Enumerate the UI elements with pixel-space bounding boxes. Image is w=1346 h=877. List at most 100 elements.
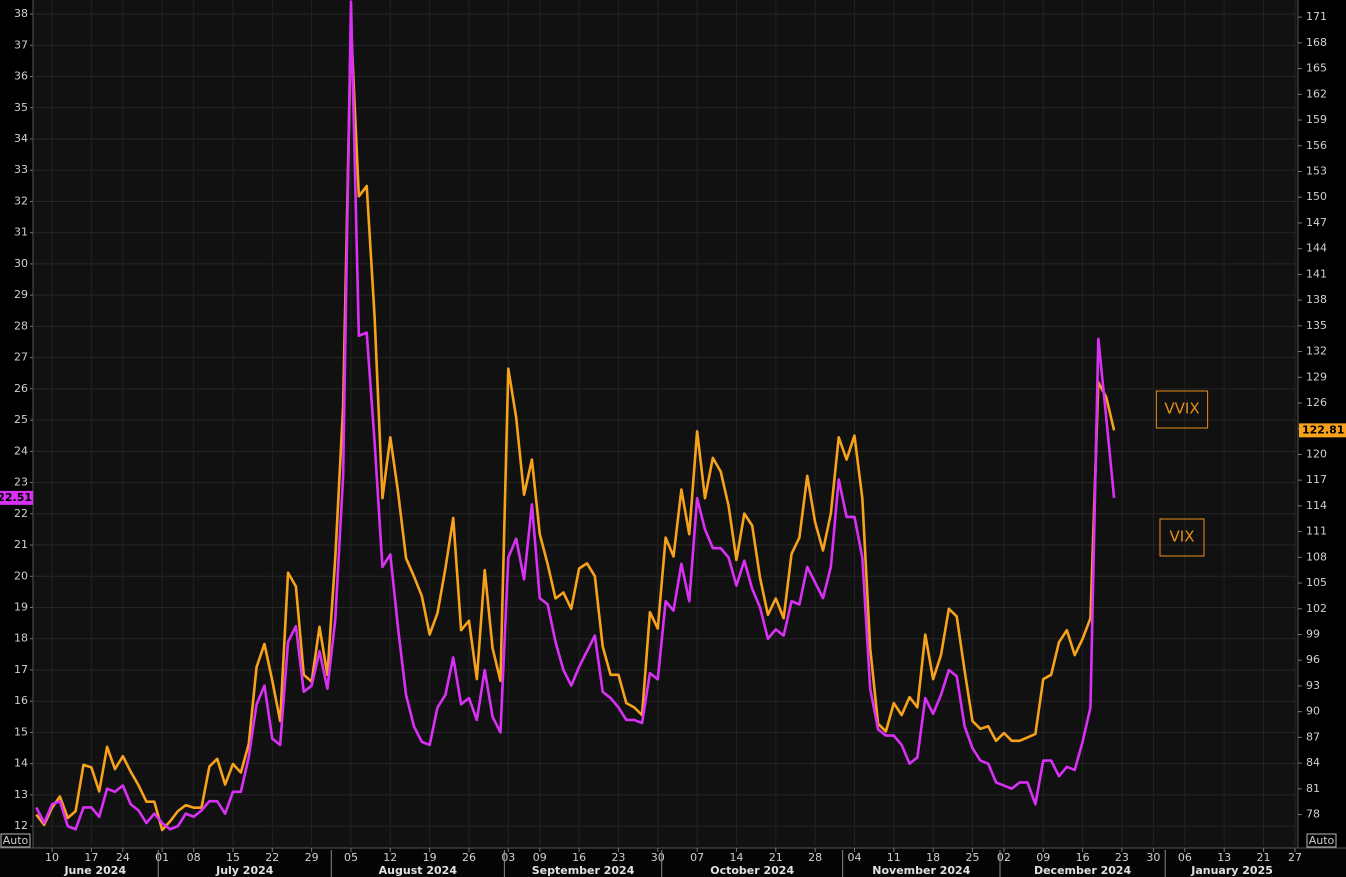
y-tick-label: 37 — [14, 38, 28, 51]
x-tick-label: 07 — [690, 851, 704, 864]
x-tick-label: 24 — [116, 851, 130, 864]
grid — [33, 0, 1298, 848]
x-tick-label: 09 — [533, 851, 547, 864]
y2-tick-label: 138 — [1306, 293, 1327, 306]
x-tick-label: 23 — [1115, 851, 1129, 864]
y-scale-button[interactable]: Auto — [0, 833, 31, 848]
y-tick-label: 27 — [14, 351, 28, 364]
current-value-label: 122.81 — [1302, 423, 1344, 436]
y-tick-label: 30 — [14, 257, 28, 270]
y-tick-label: 33 — [14, 163, 28, 176]
x-tick-label: 30 — [651, 851, 665, 864]
x-tick-label: 02 — [997, 851, 1011, 864]
y2-tick-label: 90 — [1306, 705, 1320, 718]
legend-label: VIX — [1170, 528, 1195, 546]
x-tick-label: 22 — [265, 851, 279, 864]
y2-tick-label: 87 — [1306, 730, 1320, 743]
y-tick-label: 29 — [14, 288, 28, 301]
y2-tick-label: 114 — [1306, 499, 1327, 512]
y2-tick-label: 135 — [1306, 319, 1327, 332]
y2-tick-label: 84 — [1306, 756, 1320, 769]
current-value-tag — [0, 490, 33, 505]
x-tick-label: 23 — [611, 851, 625, 864]
y-tick-label: 32 — [14, 194, 28, 207]
month-label: September 2024 — [532, 864, 635, 877]
month-label: December 2024 — [1034, 864, 1132, 877]
y2-tick-label: 102 — [1306, 602, 1327, 615]
y-tick-label: 26 — [14, 382, 28, 395]
x-tick-label: 19 — [423, 851, 437, 864]
x-tick-label: 21 — [769, 851, 783, 864]
legend-box — [1155, 390, 1209, 429]
month-label: July 2024 — [215, 864, 274, 877]
y2-tick-label: 108 — [1306, 550, 1327, 563]
y2-scale-button[interactable]: Auto — [1306, 833, 1337, 848]
x-tick-label: 10 — [45, 851, 59, 864]
y2-tick-label: 96 — [1306, 653, 1320, 666]
current-value-label: 22.51 — [0, 491, 32, 504]
legend-box — [1159, 518, 1205, 557]
y-tick-label: 24 — [14, 444, 28, 457]
y-tick-label: 20 — [14, 569, 28, 582]
x-tick-label: 13 — [1217, 851, 1231, 864]
x-tick-label: 18 — [926, 851, 940, 864]
y2-tick-label: 117 — [1306, 473, 1327, 486]
month-label: January 2025 — [1190, 864, 1273, 877]
x-tick-label: 15 — [226, 851, 240, 864]
y-tick-label: 34 — [14, 132, 28, 145]
y2-tick-label: 165 — [1306, 62, 1327, 75]
y2-tick-label: 120 — [1306, 447, 1327, 460]
button-frame[interactable] — [1306, 833, 1337, 848]
y2-tick-label: 150 — [1306, 190, 1327, 203]
button-label[interactable]: Auto — [1309, 834, 1335, 847]
button-frame[interactable] — [0, 833, 31, 848]
y-tick-label: 17 — [14, 663, 28, 676]
y-tick-label: 31 — [14, 226, 28, 239]
y-tick-label: 12 — [14, 819, 28, 832]
x-tick-label: 28 — [808, 851, 822, 864]
x-tick-label: 14 — [729, 851, 743, 864]
y2-tick-label: 168 — [1306, 36, 1327, 49]
x-tick-label: 09 — [1036, 851, 1050, 864]
month-label: November 2024 — [872, 864, 970, 877]
month-label: August 2024 — [379, 864, 458, 877]
y-tick-label: 21 — [14, 538, 28, 551]
plot-area — [33, 0, 1298, 848]
series-line — [35, 23, 1116, 832]
y-tick-label: 28 — [14, 319, 28, 332]
y-tick-label: 35 — [14, 101, 28, 114]
x-axis-band — [0, 848, 1346, 877]
x-tick-label: 17 — [84, 851, 98, 864]
y2-tick-label: 156 — [1306, 139, 1327, 152]
x-tick-label: 25 — [965, 851, 979, 864]
y2-tick-label: 93 — [1306, 679, 1320, 692]
x-tick-label: 12 — [383, 851, 397, 864]
y2-tick-label: 171 — [1306, 10, 1327, 23]
month-label: October 2024 — [710, 864, 794, 877]
y2-tick-label: 159 — [1306, 113, 1327, 126]
y-tick-label: 23 — [14, 476, 28, 489]
x-tick-label: 04 — [847, 851, 861, 864]
y-tick-label: 38 — [14, 7, 28, 20]
x-tick-label: 27 — [1288, 851, 1302, 864]
x-tick-label: 06 — [1178, 851, 1192, 864]
y2-tick-label: 81 — [1306, 782, 1320, 795]
button-label[interactable]: Auto — [3, 834, 29, 847]
y-tick-label: 18 — [14, 632, 28, 645]
y-tick-label: 25 — [14, 413, 28, 426]
x-tick-label: 01 — [155, 851, 169, 864]
y2-tick-label: 99 — [1306, 627, 1320, 640]
y2-tick-label: 162 — [1306, 87, 1327, 100]
legend-item: VIX — [1159, 518, 1205, 557]
y2-tick-label: 144 — [1306, 242, 1327, 255]
y2-tick-label: 132 — [1306, 345, 1327, 358]
y-tick-label: 15 — [14, 725, 28, 738]
y2-tick-label: 141 — [1306, 267, 1327, 280]
y2-tick-label: 111 — [1306, 525, 1327, 538]
y-tick-label: 22 — [14, 507, 28, 520]
x-tick-label: 11 — [887, 851, 901, 864]
x-tick-label: 21 — [1257, 851, 1271, 864]
legend-item: VVIX — [1155, 390, 1209, 429]
x-tick-label: 16 — [572, 851, 586, 864]
